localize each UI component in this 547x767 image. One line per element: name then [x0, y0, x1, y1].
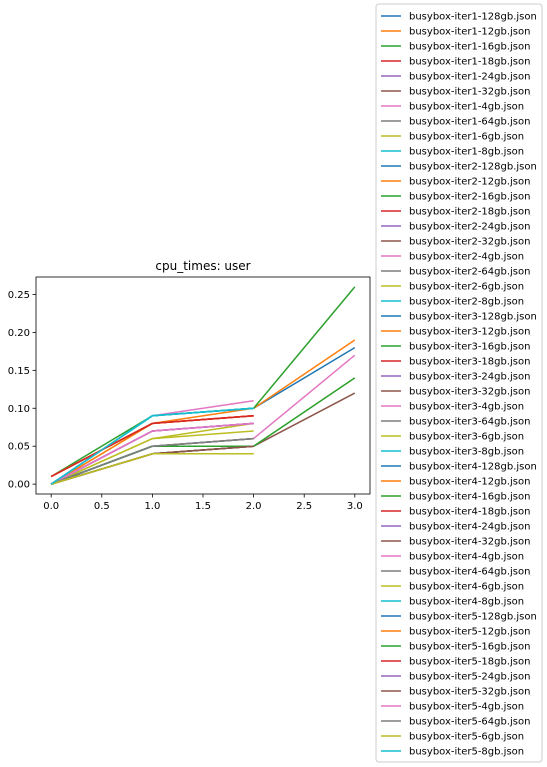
legend-label: busybox-iter1-12gb.json — [409, 27, 530, 38]
legend-label: busybox-iter4-24gb.json — [409, 522, 530, 533]
x-axis: 0.0 0.5 1.0 1.5 2.0 2.5 3.0 — [43, 494, 363, 512]
legend-label: busybox-iter5-12gb.json — [409, 627, 530, 638]
x-tick-label: 0.0 — [43, 501, 59, 512]
legend-label: busybox-iter5-16gb.json — [409, 642, 530, 653]
legend-label: busybox-iter2-16gb.json — [409, 192, 530, 203]
y-tick-label: 0.10 — [8, 404, 30, 415]
legend-label: busybox-iter4-128gb.json — [409, 462, 537, 473]
legend-label: busybox-iter2-6gb.json — [409, 282, 524, 293]
legend-label: busybox-iter2-64gb.json — [409, 267, 530, 278]
y-axis: 0.00 0.05 0.10 0.15 0.20 0.25 — [8, 290, 36, 491]
legend-label: busybox-iter3-24gb.json — [409, 372, 530, 383]
legend-label: busybox-iter2-4gb.json — [409, 252, 524, 263]
legend-label: busybox-iter2-18gb.json — [409, 207, 530, 218]
legend-label: busybox-iter1-18gb.json — [409, 57, 530, 68]
legend-label: busybox-iter3-64gb.json — [409, 417, 530, 428]
legend-label: busybox-iter4-8gb.json — [409, 597, 524, 608]
legend-label: busybox-iter5-128gb.json — [409, 612, 537, 623]
legend-label: busybox-iter5-32gb.json — [409, 687, 530, 698]
legend: busybox-iter1-128gb.json busybox-iter1-12… — [376, 4, 542, 762]
legend-label: busybox-iter3-8gb.json — [409, 447, 524, 458]
x-tick-label: 1.5 — [195, 501, 211, 512]
legend-label: busybox-iter3-6gb.json — [409, 432, 524, 443]
legend-label: busybox-iter4-4gb.json — [409, 552, 524, 563]
legend-label: busybox-iter1-4gb.json — [409, 102, 524, 113]
legend-label: busybox-iter4-64gb.json — [409, 567, 530, 578]
legend-label: busybox-iter5-24gb.json — [409, 672, 530, 683]
x-tick-label: 0.5 — [94, 501, 110, 512]
legend-label: busybox-iter5-64gb.json — [409, 717, 530, 728]
y-tick-label: 0.25 — [8, 290, 30, 301]
legend-label: busybox-iter3-12gb.json — [409, 327, 530, 338]
x-tick-label: 2.0 — [246, 501, 262, 512]
legend-label: busybox-iter1-128gb.json — [409, 12, 537, 23]
legend-label: busybox-iter3-16gb.json — [409, 342, 530, 353]
legend-label: busybox-iter1-64gb.json — [409, 117, 530, 128]
legend-label: busybox-iter5-8gb.json — [409, 747, 524, 758]
legend-label: busybox-iter3-4gb.json — [409, 402, 524, 413]
legend-label: busybox-iter4-16gb.json — [409, 492, 530, 503]
legend-label: busybox-iter3-32gb.json — [409, 387, 530, 398]
chart-title: cpu_times: user — [155, 259, 250, 273]
x-tick-label: 1.0 — [144, 501, 160, 512]
x-tick-label: 2.5 — [296, 501, 312, 512]
y-tick-label: 0.00 — [8, 480, 30, 491]
series-line — [51, 287, 355, 477]
legend-label: busybox-iter5-4gb.json — [409, 702, 524, 713]
legend-label: busybox-iter4-12gb.json — [409, 477, 530, 488]
y-tick-label: 0.05 — [8, 442, 30, 453]
y-tick-label: 0.15 — [8, 366, 30, 377]
legend-label: busybox-iter1-24gb.json — [409, 72, 530, 83]
legend-label: busybox-iter2-128gb.json — [409, 162, 537, 173]
legend-label: busybox-iter2-24gb.json — [409, 222, 530, 233]
y-tick-label: 0.20 — [8, 328, 30, 339]
series-layer — [51, 287, 355, 484]
legend-label: busybox-iter4-6gb.json — [409, 582, 524, 593]
legend-label: busybox-iter4-18gb.json — [409, 507, 530, 518]
legend-label: busybox-iter3-18gb.json — [409, 357, 530, 368]
legend-label: busybox-iter2-12gb.json — [409, 177, 530, 188]
legend-label: busybox-iter3-128gb.json — [409, 312, 537, 323]
legend-label: busybox-iter1-16gb.json — [409, 42, 530, 53]
legend-label: busybox-iter1-32gb.json — [409, 87, 530, 98]
legend-label: busybox-iter2-8gb.json — [409, 297, 524, 308]
legend-label: busybox-iter1-6gb.json — [409, 132, 524, 143]
legend-label: busybox-iter1-8gb.json — [409, 147, 524, 158]
x-tick-label: 3.0 — [347, 501, 363, 512]
legend-label: busybox-iter4-32gb.json — [409, 537, 530, 548]
legend-label: busybox-iter5-18gb.json — [409, 657, 530, 668]
legend-label: busybox-iter2-32gb.json — [409, 237, 530, 248]
legend-label: busybox-iter5-6gb.json — [409, 732, 524, 743]
